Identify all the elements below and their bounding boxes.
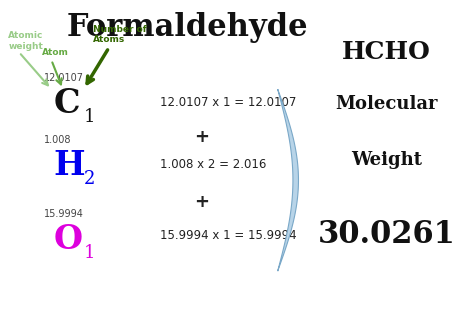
Text: Atom: Atom (42, 48, 69, 57)
Text: 1: 1 (83, 108, 95, 126)
Text: 1: 1 (83, 244, 95, 262)
Text: O: O (54, 223, 82, 256)
Text: Atomic
weight: Atomic weight (9, 31, 44, 51)
Text: Formaldehyde: Formaldehyde (67, 12, 309, 43)
Text: 1.008 x 2 = 2.016: 1.008 x 2 = 2.016 (160, 158, 266, 171)
Text: HCHO: HCHO (342, 40, 431, 64)
Text: H: H (54, 149, 85, 182)
Text: C: C (54, 87, 80, 120)
Text: 2: 2 (83, 170, 95, 188)
Text: Number of
Atoms: Number of Atoms (93, 25, 146, 44)
Polygon shape (278, 89, 299, 271)
Text: 15.9994 x 1 = 15.9994: 15.9994 x 1 = 15.9994 (160, 229, 297, 242)
Text: Molecular: Molecular (335, 95, 438, 113)
Text: Weight: Weight (351, 151, 422, 169)
Text: +: + (194, 193, 209, 211)
Text: 12.0107: 12.0107 (45, 73, 84, 83)
Text: 1.008: 1.008 (45, 135, 72, 145)
Text: +: + (194, 128, 209, 146)
Text: 15.9994: 15.9994 (45, 209, 84, 219)
Text: 30.0261: 30.0261 (318, 219, 455, 250)
Text: 12.0107 x 1 = 12.0107: 12.0107 x 1 = 12.0107 (160, 96, 296, 109)
